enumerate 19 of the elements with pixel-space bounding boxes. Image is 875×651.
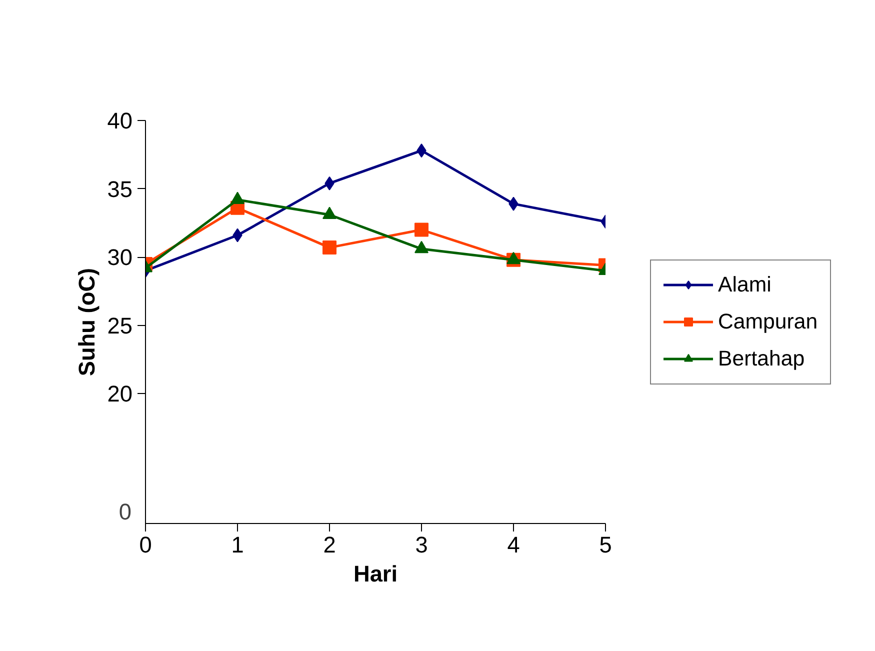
x-tick-label: 1 xyxy=(231,532,244,558)
text: 0 xyxy=(118,498,132,524)
point xyxy=(322,240,336,255)
y-tick-label: 25 xyxy=(107,312,132,338)
x-tick-label: 5 xyxy=(599,532,612,558)
y-tick-label: 30 xyxy=(107,244,132,270)
y-tick-label: 20 xyxy=(107,380,132,407)
y-tick-label: 35 xyxy=(107,176,132,202)
x-tick-label: 0 xyxy=(139,532,152,558)
legend-label: Bertahap xyxy=(718,346,805,371)
y-axis-title: Suhu (oC) xyxy=(73,268,100,376)
legend-label: Alami xyxy=(718,272,772,297)
x-axis-title: Hari xyxy=(353,560,398,586)
x-tick-label: 2 xyxy=(323,532,336,558)
legend-label: Campuran xyxy=(718,309,818,334)
x-tick-label: 3 xyxy=(415,532,428,558)
y-tick-label: 40 xyxy=(107,108,132,134)
point xyxy=(414,222,428,237)
x-tick-label: 4 xyxy=(507,532,520,558)
